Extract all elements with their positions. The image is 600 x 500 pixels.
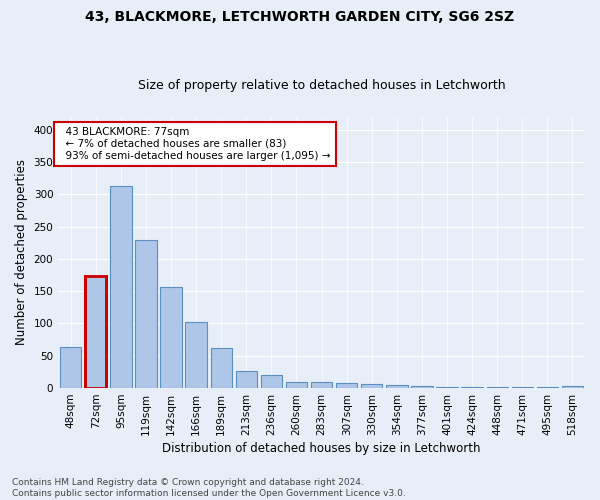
Bar: [110, 186, 131, 388]
Bar: [160, 286, 182, 388]
Bar: [336, 383, 358, 388]
Bar: [60, 348, 82, 388]
Bar: [311, 382, 332, 388]
Bar: [185, 322, 207, 388]
Title: Size of property relative to detached houses in Letchworth: Size of property relative to detached ho…: [138, 79, 505, 92]
Bar: [361, 384, 382, 388]
Bar: [386, 386, 407, 388]
Text: 43 BLACKMORE: 77sqm
  ← 7% of detached houses are smaller (83)
  93% of semi-det: 43 BLACKMORE: 77sqm ← 7% of detached hou…: [59, 128, 331, 160]
Y-axis label: Number of detached properties: Number of detached properties: [15, 160, 28, 346]
Bar: [436, 387, 458, 388]
Text: 43, BLACKMORE, LETCHWORTH GARDEN CITY, SG6 2SZ: 43, BLACKMORE, LETCHWORTH GARDEN CITY, S…: [85, 10, 515, 24]
Text: Contains HM Land Registry data © Crown copyright and database right 2024.
Contai: Contains HM Land Registry data © Crown c…: [12, 478, 406, 498]
Bar: [261, 374, 282, 388]
Bar: [211, 348, 232, 388]
Bar: [286, 382, 307, 388]
Bar: [411, 386, 433, 388]
X-axis label: Distribution of detached houses by size in Letchworth: Distribution of detached houses by size …: [163, 442, 481, 455]
Bar: [136, 240, 157, 388]
Bar: [562, 386, 583, 388]
Bar: [236, 370, 257, 388]
Bar: [85, 276, 106, 388]
